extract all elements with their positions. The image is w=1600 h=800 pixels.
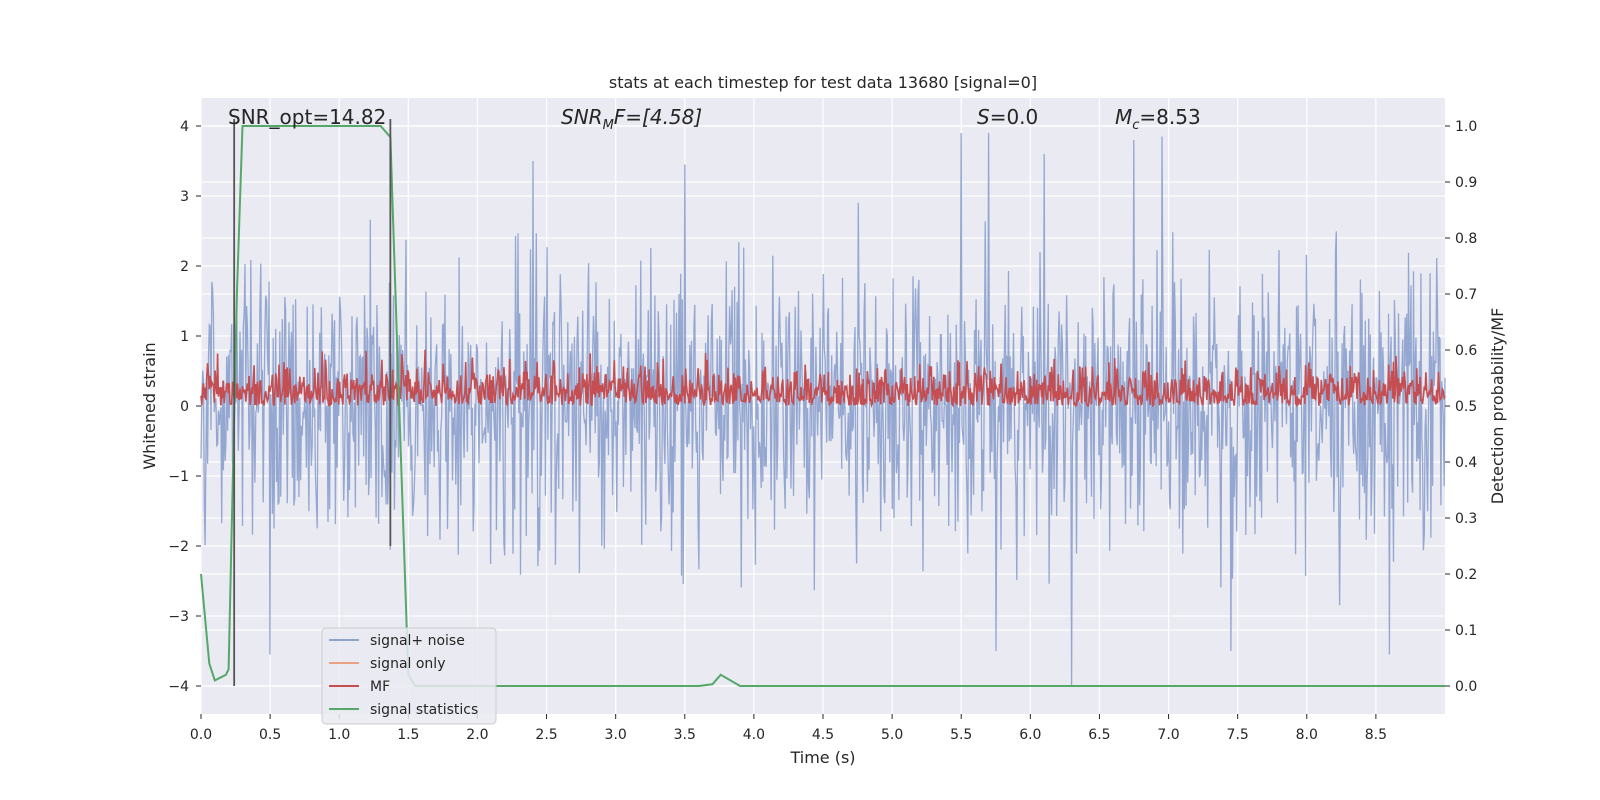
y2-tick-label-10: 1.0 xyxy=(1455,119,1477,135)
x-tick-label-15: 7.5 xyxy=(1227,727,1249,743)
x-tick-label-8: 4.0 xyxy=(743,727,765,743)
y2-tick-label-8: 0.8 xyxy=(1455,231,1477,247)
x-tick-label-1: 0.5 xyxy=(259,727,281,743)
x-tick-label-5: 2.5 xyxy=(535,727,557,743)
x-axis: 0.0 0.5 1.0 1.5 2.0 2.5 3.0 3.5 4.0 4.5 5.0 5.5 6.0 6… xyxy=(190,714,1387,743)
y-axis-right: 0.0 0.1 0.2 0.3 0.4 0.5 0.6 0.7 0.8 0.9 1.0 xyxy=(1445,119,1477,695)
marker-lines xyxy=(233,119,392,686)
y-tick-label-0: −4 xyxy=(168,679,189,695)
y-tick-label-5: 1 xyxy=(180,329,189,345)
annotation-mc-sub: c xyxy=(1132,118,1139,133)
y2-tick-label-2: 0.2 xyxy=(1455,567,1477,583)
y-tick-label-6: 2 xyxy=(180,259,189,275)
y-tick-label-8: 4 xyxy=(180,119,189,135)
y-axis-label: Whitened strain xyxy=(140,342,159,469)
legend-label-signal-statistics: signal statistics xyxy=(370,702,478,718)
annotation-snr-opt: SNR_opt=14.82 xyxy=(228,105,386,129)
y2-tick-label-0: 0.0 xyxy=(1455,679,1477,695)
annotation-s: S=0.0 xyxy=(977,105,1038,129)
y-tick-label-1: −3 xyxy=(168,609,189,625)
x-tick-label-7: 3.5 xyxy=(674,727,696,743)
legend-label-signal-noise: signal+ noise xyxy=(370,633,465,649)
y-tick-label-3: −1 xyxy=(168,469,189,485)
y-axis-left: −4 −3 −2 −1 0 1 2 3 4 xyxy=(168,119,201,695)
annotation-mc: Mc=8.53 xyxy=(1115,105,1201,133)
annotation-s-rest: =0.0 xyxy=(990,105,1039,129)
grid-lines xyxy=(200,98,1445,714)
x-tick-label-9: 4.5 xyxy=(812,727,834,743)
x-tick-label-12: 6.0 xyxy=(1019,727,1041,743)
x-tick-label-14: 7.0 xyxy=(1157,727,1179,743)
annotation-snr-mf-rest: F=[4.58] xyxy=(614,105,702,129)
y2-tick-label-4: 0.4 xyxy=(1455,455,1477,471)
x-tick-label-4: 2.0 xyxy=(466,727,488,743)
y2-tick-label-6: 0.6 xyxy=(1455,343,1477,359)
annotation-s-main: S xyxy=(977,105,990,129)
annotation-snr-mf-main: SNR xyxy=(561,105,603,129)
x-axis-label: Time (s) xyxy=(789,748,855,767)
x-tick-label-13: 6.5 xyxy=(1088,727,1110,743)
x-tick-label-0: 0.0 xyxy=(190,727,212,743)
y-tick-label-7: 3 xyxy=(180,189,189,205)
x-tick-label-11: 5.5 xyxy=(950,727,972,743)
y-tick-label-2: −2 xyxy=(168,539,189,555)
x-tick-label-2: 1.0 xyxy=(328,727,350,743)
y2-tick-label-3: 0.3 xyxy=(1455,511,1477,527)
y2-tick-label-5: 0.5 xyxy=(1455,399,1477,415)
y2-tick-label-9: 0.9 xyxy=(1455,175,1477,191)
x-tick-label-6: 3.0 xyxy=(605,727,627,743)
legend: signal+ noise signal only MF signal stat… xyxy=(321,627,497,725)
legend-label-signal-only: signal only xyxy=(370,656,445,672)
x-tick-label-3: 1.5 xyxy=(397,727,419,743)
legend-label-mf: MF xyxy=(370,679,390,695)
annotation-mc-main: M xyxy=(1115,105,1132,129)
chart-title: stats at each timestep for test data 136… xyxy=(609,73,1037,92)
y2-axis-label: Detection probability/MF xyxy=(1488,308,1507,505)
x-tick-label-16: 8.0 xyxy=(1296,727,1318,743)
y-tick-label-4: 0 xyxy=(180,399,189,415)
annotation-snr-mf-sub: M xyxy=(603,118,614,133)
x-tick-label-17: 8.5 xyxy=(1365,727,1387,743)
y2-tick-label-7: 0.7 xyxy=(1455,287,1477,303)
x-tick-label-10: 5.0 xyxy=(881,727,903,743)
series-mf xyxy=(200,349,1446,409)
annotation-mc-rest: =8.53 xyxy=(1139,105,1200,129)
legend-box xyxy=(321,627,497,725)
y2-tick-label-1: 0.1 xyxy=(1455,623,1477,639)
annotation-snr-mf: SNRMF=[4.58] xyxy=(561,105,702,133)
